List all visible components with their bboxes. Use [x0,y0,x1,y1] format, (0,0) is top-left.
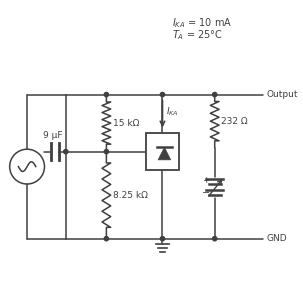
Circle shape [160,92,165,97]
Circle shape [104,237,108,241]
Text: 9 μF: 9 μF [43,131,63,140]
Circle shape [213,237,217,241]
Text: 232 Ω: 232 Ω [221,117,248,126]
Circle shape [213,92,217,97]
Text: Output: Output [267,90,298,99]
Text: −: − [202,188,210,198]
Text: $\mathit{T}_{A}$ = 25°C: $\mathit{T}_{A}$ = 25°C [172,28,223,42]
Text: 8.25 kΩ: 8.25 kΩ [113,191,148,200]
Text: 15 kΩ: 15 kΩ [113,119,140,128]
Bar [146,133,179,170]
Text: GND: GND [267,234,288,243]
Circle shape [104,149,108,154]
Text: +: + [202,176,210,185]
Polygon shape [158,147,171,160]
Circle shape [104,92,108,97]
Circle shape [160,237,165,241]
Text: $\mathit{I}_{KA}$: $\mathit{I}_{KA}$ [166,106,179,118]
Text: $\mathit{I}_{KA}$ = 10 mA: $\mathit{I}_{KA}$ = 10 mA [172,16,232,30]
Circle shape [64,149,68,154]
